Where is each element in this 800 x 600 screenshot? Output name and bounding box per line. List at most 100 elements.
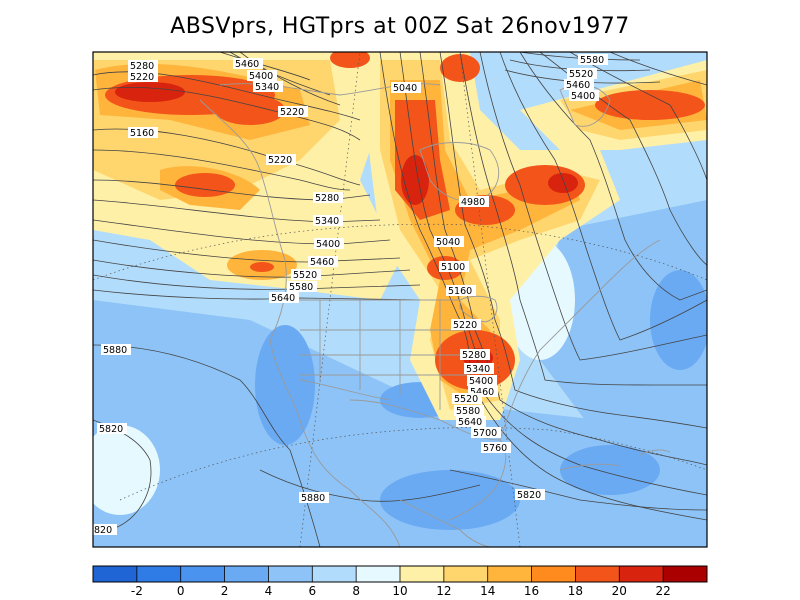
contour-top-5400 xyxy=(229,52,331,96)
colorbar-tick-label: 8 xyxy=(352,584,360,598)
svg-text:5220: 5220 xyxy=(130,72,154,83)
colorbar-swatch xyxy=(663,566,708,582)
svg-text:5220: 5220 xyxy=(280,107,304,118)
colorbar-tick-label: 2 xyxy=(221,584,229,598)
colorbar: -2 0 2 4 6 8 10 12 14 16 18 20 22 xyxy=(92,565,708,598)
contour-label: 5880 xyxy=(299,492,329,504)
state-lines-1 xyxy=(319,300,441,410)
svg-text:5520: 5520 xyxy=(569,69,593,80)
contour-label: 5040 xyxy=(391,82,421,94)
colorbar-swatch xyxy=(268,566,313,582)
colorbar-swatch xyxy=(356,566,401,582)
border-us-mexico xyxy=(299,379,391,401)
vorticity-shading xyxy=(93,52,707,547)
svg-text:5340: 5340 xyxy=(466,364,490,375)
contour-5820-south xyxy=(449,469,707,511)
svg-text:5760: 5760 xyxy=(483,443,507,454)
svg-text:5520: 5520 xyxy=(293,270,317,281)
shade-dark-trough-east xyxy=(548,173,578,193)
colorbar-tick-label: 14 xyxy=(480,584,495,598)
contour-label: 5220 xyxy=(128,71,158,83)
contour-label: 5220 xyxy=(278,106,308,118)
contour-trough-10 xyxy=(569,52,707,181)
colorbar-tick-label: 0 xyxy=(177,584,185,598)
contour-label: 5640 xyxy=(269,292,299,304)
contour-5280-mid xyxy=(93,179,371,201)
map-title: ABSVprs, HGTprs at 00Z Sat 26nov1977 xyxy=(170,14,630,39)
svg-text:5220: 5220 xyxy=(268,155,292,166)
coast-west-north-america xyxy=(199,99,401,547)
colorbar-tick-label: 12 xyxy=(436,584,451,598)
svg-text:5160: 5160 xyxy=(448,286,472,297)
svg-text:5400: 5400 xyxy=(316,239,340,250)
contour-label: 5460 xyxy=(308,256,338,268)
svg-text:5640: 5640 xyxy=(458,417,482,428)
svg-text:5880: 5880 xyxy=(301,493,325,504)
svg-text:5280: 5280 xyxy=(315,193,339,204)
contour-label: 5280 xyxy=(460,349,490,361)
contour-label: 5220 xyxy=(451,319,481,331)
svg-text:5280: 5280 xyxy=(462,350,486,361)
shade-red-top-north xyxy=(440,54,480,82)
contour-5220-west xyxy=(93,86,361,141)
contour-label: 5400 xyxy=(247,70,277,82)
colorbar-swatch xyxy=(312,566,357,582)
contour-label: 5820 xyxy=(97,423,127,435)
coast-east xyxy=(499,239,661,441)
contour-top-5460 xyxy=(219,52,311,81)
contour-trough-7 xyxy=(499,52,707,341)
colorbar-tick-label: 6 xyxy=(308,584,316,598)
colorbar-tick-label: -2 xyxy=(131,584,143,598)
contour-label: 820 xyxy=(93,524,117,536)
shade-low-east xyxy=(540,200,707,440)
shade-dark-trough-north xyxy=(401,155,429,205)
contour-label: 5580 xyxy=(287,281,317,293)
coast-great-lakes xyxy=(459,295,498,323)
contour-label: 5700 xyxy=(471,427,501,439)
contour-trough-8 xyxy=(519,52,707,301)
contour-label: 5040 xyxy=(434,236,464,248)
contour-label: 5520 xyxy=(567,68,597,80)
contour-label: 5460 xyxy=(468,386,498,398)
svg-text:4980: 4980 xyxy=(461,197,485,208)
shade-red-east xyxy=(595,90,705,120)
colorbar-swatch xyxy=(575,566,620,582)
svg-text:5820: 5820 xyxy=(99,424,123,435)
colorbar-swatch xyxy=(224,566,269,582)
colorbar-swatch xyxy=(531,566,576,582)
contour-trough-11 xyxy=(609,52,707,86)
state-lines-2 xyxy=(300,329,490,376)
svg-text:5100: 5100 xyxy=(441,262,465,273)
svg-text:5280: 5280 xyxy=(130,61,154,72)
colorbar-swatch xyxy=(93,566,138,582)
contour-label: 5880 xyxy=(101,344,131,356)
colorbar-tick-label: 16 xyxy=(524,584,539,598)
contour-5460 xyxy=(93,239,401,263)
colorbar-tick-label: 4 xyxy=(265,584,273,598)
svg-text:5040: 5040 xyxy=(436,237,460,248)
coast-central-america xyxy=(399,499,491,547)
contour-label: 5340 xyxy=(253,81,283,93)
contour-label: 5640 xyxy=(456,416,486,428)
contour-trough-4 xyxy=(439,52,707,429)
shade-low-south xyxy=(93,300,707,547)
svg-text:5580: 5580 xyxy=(456,406,480,417)
colorbar-swatch xyxy=(443,566,489,582)
graticule-lat-1 xyxy=(119,427,707,501)
colorbar-tick-label: 22 xyxy=(656,584,671,598)
svg-text:5040: 5040 xyxy=(393,83,417,94)
contour-5880-south xyxy=(259,469,481,502)
contour-label: 5160 xyxy=(128,127,158,139)
coast-caribbean xyxy=(559,449,671,471)
graticule xyxy=(93,52,707,547)
svg-text:5460: 5460 xyxy=(566,80,590,91)
shade-red-west-top2 xyxy=(215,95,285,125)
svg-text:5400: 5400 xyxy=(469,376,493,387)
contour-label: 5400 xyxy=(467,375,497,387)
map-frame xyxy=(92,51,708,548)
contour-label: 5220 xyxy=(266,154,296,166)
svg-text:5520: 5520 xyxy=(454,394,478,405)
contour-label: 5280 xyxy=(313,192,343,204)
svg-text:5220: 5220 xyxy=(453,320,477,331)
svg-text:5340: 5340 xyxy=(255,82,279,93)
